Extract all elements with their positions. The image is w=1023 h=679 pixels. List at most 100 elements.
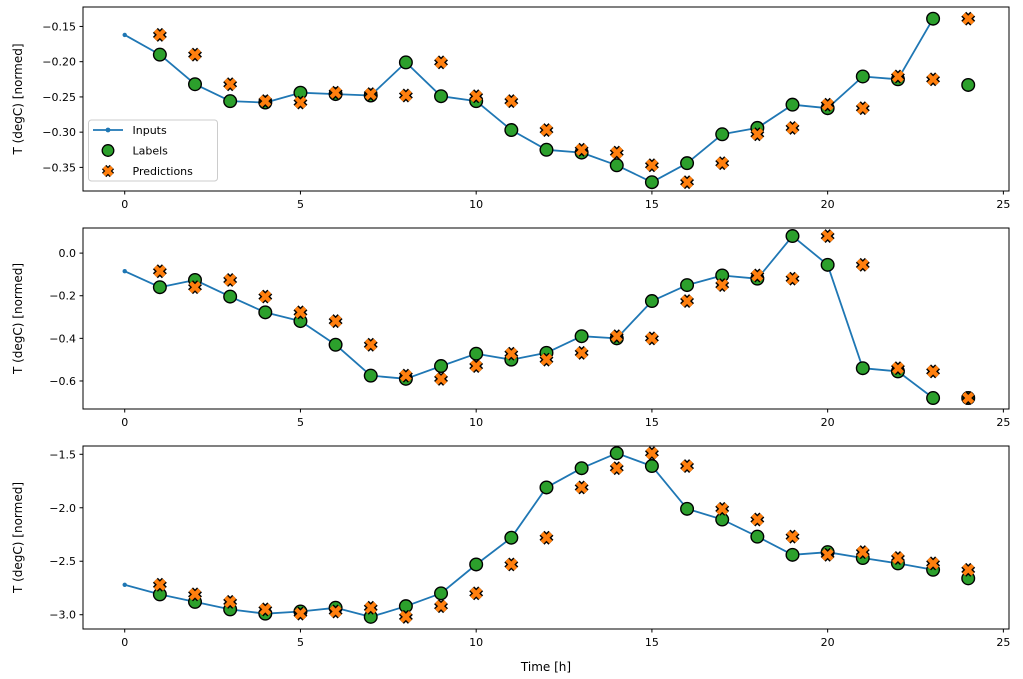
y-tick-label: −3.0: [49, 609, 76, 622]
predictions-marker: [786, 121, 799, 134]
predictions-marker: [505, 558, 518, 571]
labels-marker: [855, 361, 870, 376]
labels-marker: [328, 337, 343, 352]
inputs-point-marker: [122, 582, 127, 587]
predictions-marker: [259, 603, 272, 616]
y-axis-label: T (degC) [normed]: [11, 263, 25, 375]
predictions-marker: [540, 531, 553, 544]
inputs-point-marker: [122, 32, 127, 38]
predictions-marker: [751, 513, 764, 526]
predictions-marker: [153, 265, 166, 278]
legend-label-predictions: Predictions: [133, 165, 194, 178]
predictions-marker: [962, 392, 975, 405]
predictions-marker: [786, 530, 799, 543]
labels-marker: [644, 459, 659, 474]
predictions-marker: [470, 90, 483, 103]
predictions-marker: [259, 95, 272, 108]
predictions-marker: [470, 360, 483, 373]
y-tick-label: −2.0: [49, 502, 76, 515]
labels-marker: [680, 278, 695, 293]
labels-marker: [926, 11, 941, 26]
predictions-marker: [891, 70, 904, 83]
labels-marker: [609, 158, 624, 173]
y-tick-label: −0.30: [42, 126, 76, 139]
predictions-marker: [364, 601, 377, 614]
x-tick-label: 25: [996, 198, 1010, 211]
x-tick-label: 20: [821, 416, 835, 429]
labels-marker: [785, 229, 800, 244]
labels-marker: [152, 587, 167, 602]
predictions-marker: [329, 86, 342, 99]
labels-marker: [363, 368, 378, 383]
y-tick-label: −0.20: [42, 56, 76, 69]
labels-marker: [644, 175, 659, 190]
predictions-marker: [435, 600, 448, 613]
predictions-marker: [294, 96, 307, 109]
predictions-marker: [294, 306, 307, 319]
x-tick-label: 0: [121, 636, 128, 649]
predictions-marker: [786, 272, 799, 285]
predictions-marker: [751, 128, 764, 141]
predictions-marker: [399, 89, 412, 102]
predictions-marker: [856, 258, 869, 271]
legend-predictions-marker: [102, 165, 114, 177]
legend-label-labels: Labels: [133, 145, 169, 158]
labels-marker: [574, 329, 589, 344]
y-tick-label: −0.4: [49, 332, 76, 345]
x-tick-label: 20: [821, 636, 835, 649]
predictions-marker: [153, 28, 166, 41]
predictions-marker: [575, 143, 588, 156]
axes-frame-subplot-1: [82, 6, 1010, 192]
x-tick-label: 5: [297, 416, 304, 429]
x-tick-label: 20: [821, 198, 835, 211]
y-axis-label: T (degC) [normed]: [11, 482, 25, 594]
labels-marker: [258, 305, 273, 320]
predictions-marker: [540, 124, 553, 137]
predictions-marker: [575, 481, 588, 494]
x-tick-label: 25: [996, 416, 1010, 429]
labels-marker: [469, 557, 484, 572]
predictions-marker: [716, 502, 729, 515]
predictions-marker: [821, 98, 834, 111]
x-tick-label: 5: [297, 636, 304, 649]
y-tick-label: −0.15: [42, 20, 76, 33]
x-tick-label: 15: [645, 416, 659, 429]
predictions-marker: [189, 281, 201, 294]
x-tick-label: 10: [469, 198, 483, 211]
x-tick-label: 15: [645, 636, 659, 649]
legend-box: [88, 119, 218, 182]
predictions-marker: [821, 230, 834, 243]
predictions-marker: [962, 563, 975, 576]
predictions-marker: [927, 557, 940, 570]
x-tick-label: 25: [996, 636, 1010, 649]
predictions-marker: [751, 269, 764, 282]
predictions-marker: [505, 95, 518, 108]
x-tick-label: 0: [121, 198, 128, 211]
y-tick-label: −0.25: [42, 91, 76, 104]
predictions-marker: [891, 552, 904, 565]
predictions-marker: [856, 102, 869, 115]
labels-marker: [750, 529, 765, 544]
labels-marker: [785, 547, 800, 562]
x-axis-label: Time [h]: [520, 660, 571, 674]
predictions-marker: [329, 605, 342, 618]
y-tick-label: −2.5: [49, 555, 76, 568]
labels-marker: [926, 391, 941, 406]
predictions-marker: [435, 56, 448, 69]
labels-marker: [398, 55, 413, 70]
labels-marker: [715, 127, 730, 142]
y-tick-label: −0.35: [42, 161, 76, 174]
legend-labels-marker: [101, 144, 115, 157]
labels-marker: [609, 446, 624, 461]
y-tick-label: −0.2: [49, 290, 76, 303]
labels-marker: [434, 89, 449, 104]
labels-marker: [223, 289, 238, 304]
labels-marker: [820, 257, 835, 272]
axes-frame-subplot-3: [82, 445, 1010, 630]
legend-label-inputs: Inputs: [133, 124, 167, 137]
predictions-marker: [575, 346, 588, 359]
predictions-marker: [645, 332, 658, 345]
y-tick-label: 0.0: [59, 247, 77, 260]
labels-marker: [715, 512, 730, 527]
